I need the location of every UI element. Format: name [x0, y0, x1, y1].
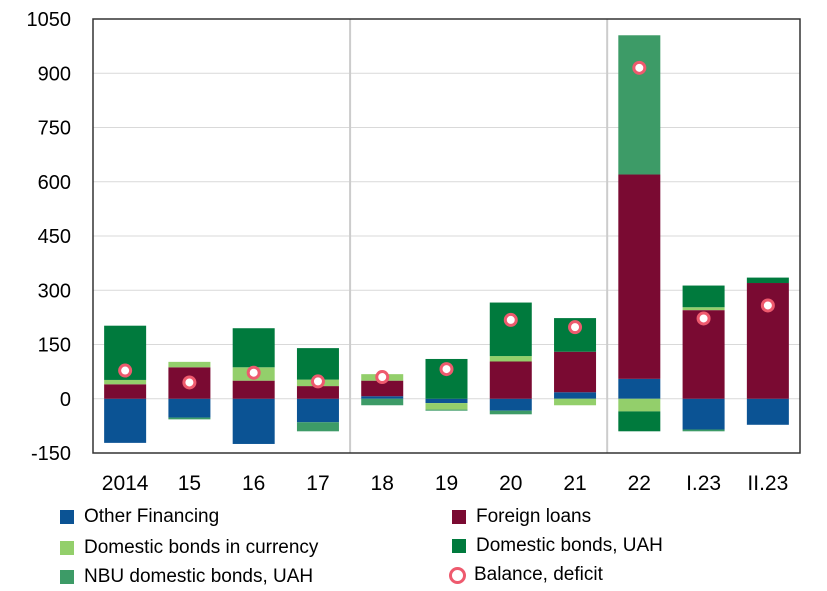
- legend-swatch: [452, 510, 466, 524]
- bar-segment: [489, 302, 532, 357]
- x-tick-label: 18: [371, 472, 394, 495]
- balance-point: [246, 365, 261, 380]
- balance-point: [118, 363, 133, 378]
- legend-marker: [449, 566, 466, 584]
- legend-label: Other Financing: [84, 506, 220, 527]
- y-axis-tick-labels: -150 0 150 300 450 600 750 900 1050: [27, 9, 72, 465]
- legend-item-balance-deficit: Balance, deficit: [449, 564, 603, 586]
- bar-segment: [682, 285, 725, 308]
- bar-segment: [104, 379, 147, 385]
- plot-frame: [92, 18, 801, 454]
- balance-point: [182, 375, 197, 390]
- bar-segment: [618, 398, 661, 412]
- legend-label: Balance, deficit: [474, 564, 603, 585]
- y-tick-label: 150: [38, 335, 71, 357]
- balance-point: [696, 311, 711, 326]
- bars: [104, 35, 789, 444]
- bar-segment: [489, 361, 532, 399]
- x-tick-label: 20: [499, 472, 522, 495]
- y-tick-label: 600: [38, 172, 71, 194]
- balance-point: [310, 374, 325, 389]
- legend-label: NBU domestic bonds, UAH: [84, 566, 314, 587]
- y-tick-label: 300: [38, 280, 71, 302]
- bar-segment: [746, 398, 789, 425]
- x-tick-label: 15: [178, 472, 201, 495]
- bar-segment: [296, 398, 339, 423]
- legend-swatch: [60, 570, 74, 584]
- bar-segment: [489, 356, 532, 362]
- bar-segment: [104, 384, 147, 399]
- bar-segment: [682, 398, 725, 430]
- chart: -150 0 150 300 450 600 750 900 1050 2014 15 16 17 18…: [27, 9, 801, 495]
- bar-segment: [361, 380, 404, 397]
- legend-label: Domestic bonds in currency: [84, 537, 319, 558]
- gridlines: [93, 19, 800, 453]
- legend-item-other-financing: Other Financing: [60, 506, 219, 528]
- bar-segment: [361, 396, 404, 399]
- bar-segment: [618, 411, 661, 432]
- x-tick-label: 17: [306, 472, 329, 495]
- legend-swatch: [60, 541, 74, 555]
- legend: Other Financing Foreign loans Domestic b…: [0, 500, 827, 591]
- x-tick-label: 21: [563, 472, 586, 495]
- legend-item-foreign-loans: Foreign loans: [452, 506, 591, 528]
- bar-segment: [425, 398, 468, 404]
- bar-segment: [168, 398, 211, 418]
- x-axis-tick-labels: 2014 15 16 17 18 19 20 21 22 I.23 II.23: [102, 472, 789, 495]
- bar-segment: [425, 403, 468, 410]
- x-tick-label: 16: [242, 472, 265, 495]
- bar-segment: [746, 277, 789, 284]
- bar-segment: [425, 409, 468, 411]
- bar-segment: [618, 378, 661, 399]
- x-tick-label: II.23: [747, 472, 788, 495]
- x-tick-label: I.23: [686, 472, 721, 495]
- balance-point: [375, 370, 390, 385]
- legend-label: Domestic bonds, UAH: [476, 535, 663, 556]
- y-tick-label: 1050: [27, 9, 72, 31]
- bar-segment: [104, 398, 147, 443]
- bar-segment: [296, 386, 339, 399]
- balance-markers: [118, 60, 775, 390]
- bar-segment: [554, 392, 597, 399]
- bar-segment: [618, 35, 661, 175]
- legend-label: Foreign loans: [476, 506, 592, 527]
- bar-segment: [618, 174, 661, 379]
- y-tick-label: -150: [31, 443, 71, 465]
- bar-segment: [168, 417, 211, 420]
- balance-point: [568, 320, 583, 335]
- legend-item-domestic-bonds-currency: Domestic bonds in currency: [60, 537, 318, 559]
- legend-swatch: [60, 510, 74, 524]
- bar-segment: [682, 307, 725, 311]
- bar-segment: [682, 429, 725, 432]
- bar-segment: [489, 398, 532, 411]
- balance-point: [439, 362, 454, 377]
- bar-segment: [296, 348, 339, 380]
- bar-segment: [232, 398, 275, 444]
- balance-point: [760, 298, 775, 313]
- bar-segment: [232, 328, 275, 368]
- x-tick-label: 2014: [102, 472, 149, 495]
- bar-segment: [296, 422, 339, 432]
- x-tick-label: 19: [435, 472, 458, 495]
- bar-segment: [554, 351, 597, 393]
- legend-swatch: [452, 539, 466, 553]
- y-tick-label: 450: [38, 226, 71, 248]
- legend-item-nbu-domestic-bonds-uah: NBU domestic bonds, UAH: [60, 566, 313, 588]
- balance-point: [632, 60, 647, 75]
- bar-segment: [361, 398, 404, 406]
- legend-item-domestic-bonds-uah: Domestic bonds, UAH: [452, 535, 663, 557]
- x-tick-label: 22: [628, 472, 651, 495]
- bar-segment: [554, 398, 597, 406]
- y-tick-label: 750: [38, 118, 71, 140]
- y-tick-label: 0: [60, 389, 71, 411]
- bar-segment: [232, 380, 275, 399]
- bar-segment: [168, 361, 211, 368]
- balance-point: [503, 312, 518, 327]
- y-tick-label: 900: [38, 63, 71, 85]
- bar-segment: [489, 410, 532, 415]
